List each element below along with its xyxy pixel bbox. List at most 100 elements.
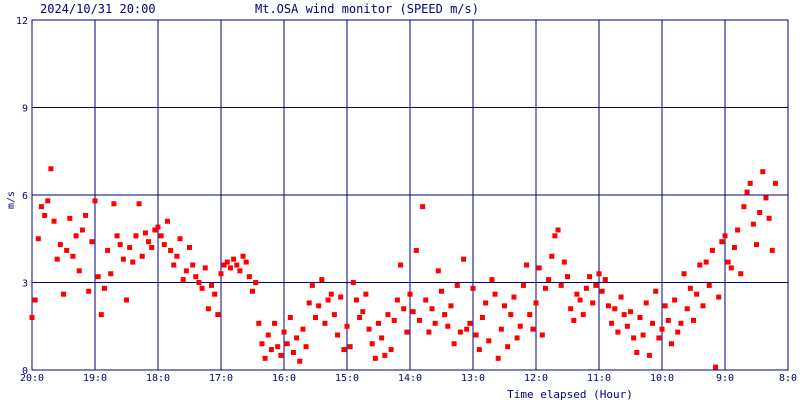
data-point	[347, 344, 353, 350]
data-point	[555, 227, 561, 233]
data-point	[101, 285, 107, 291]
data-point	[561, 259, 567, 265]
data-point	[120, 256, 126, 262]
data-point	[127, 245, 133, 250]
data-point	[489, 277, 495, 283]
data-point	[502, 303, 507, 309]
data-point	[114, 233, 120, 239]
data-point	[363, 291, 369, 297]
data-point	[177, 236, 183, 242]
data-point	[313, 315, 318, 320]
x-tick-label: 13:0	[461, 373, 485, 384]
y-tick-label: 0	[22, 366, 28, 377]
data-point	[678, 320, 684, 326]
data-point	[187, 245, 192, 250]
data-point	[473, 332, 479, 338]
timestamp: 2024/10/31 20:00	[40, 2, 156, 16]
data-point	[432, 320, 438, 326]
data-point	[385, 312, 391, 318]
data-point	[190, 262, 196, 268]
data-point	[306, 300, 312, 306]
data-point	[124, 297, 129, 303]
data-point	[133, 233, 139, 239]
data-point	[709, 247, 715, 253]
x-tick-label: 10:0	[650, 373, 674, 384]
y-tick-label: 3	[22, 279, 28, 290]
data-point	[164, 218, 170, 224]
data-point	[146, 239, 152, 245]
data-point	[640, 332, 646, 338]
data-point	[750, 221, 756, 227]
data-point	[237, 268, 243, 274]
data-point	[331, 312, 337, 318]
y-tick-label: 9	[22, 104, 28, 115]
data-point	[272, 320, 278, 326]
y-axis-label: m/s	[6, 191, 17, 209]
data-point	[653, 288, 659, 294]
data-point	[703, 259, 709, 265]
data-point	[250, 288, 255, 294]
x-tick-label: 18:0	[146, 373, 170, 384]
data-point	[168, 247, 174, 253]
data-point	[697, 262, 703, 268]
data-point	[747, 180, 753, 186]
data-point	[407, 291, 413, 297]
data-point	[621, 312, 627, 318]
data-point	[656, 335, 662, 341]
data-point	[136, 201, 142, 207]
data-point	[328, 291, 334, 297]
x-tick-label: 14:0	[398, 373, 422, 384]
data-point	[297, 358, 303, 364]
data-point	[35, 236, 41, 242]
data-point	[45, 198, 51, 204]
data-point	[445, 323, 451, 329]
data-point	[527, 312, 533, 318]
data-point	[202, 265, 208, 271]
data-point	[605, 303, 611, 309]
data-point	[668, 341, 674, 347]
data-point	[628, 309, 633, 315]
data-point	[152, 227, 158, 233]
data-point	[158, 233, 164, 239]
data-point	[568, 306, 574, 312]
data-point	[193, 274, 199, 280]
data-point	[67, 215, 73, 221]
data-point	[394, 297, 400, 303]
x-tick-label: 16:0	[272, 373, 296, 384]
data-point	[142, 230, 148, 236]
data-point	[681, 271, 687, 277]
data-point	[609, 320, 615, 326]
data-point	[552, 233, 558, 239]
data-point	[624, 323, 630, 329]
data-point	[725, 259, 731, 265]
data-point	[322, 320, 328, 326]
data-point	[524, 262, 530, 268]
data-point	[398, 262, 404, 268]
data-point	[728, 265, 734, 271]
data-point	[61, 291, 66, 297]
x-tick-label: 15:0	[335, 373, 359, 384]
data-point	[278, 352, 284, 358]
data-point	[379, 335, 385, 341]
data-point	[64, 247, 70, 253]
data-point	[218, 271, 224, 277]
data-point	[533, 300, 539, 306]
data-point	[546, 277, 552, 283]
y-tick-label: 12	[16, 16, 28, 27]
data-point	[70, 253, 76, 259]
data-point	[79, 227, 85, 233]
data-point	[479, 315, 485, 320]
data-point	[754, 242, 759, 248]
data-point	[98, 312, 104, 318]
data-point	[265, 332, 271, 338]
data-point	[744, 189, 750, 195]
data-point	[391, 317, 397, 323]
data-point	[772, 180, 778, 186]
data-point	[262, 355, 268, 361]
data-point	[423, 297, 429, 303]
data-point	[54, 256, 60, 262]
x-tick-label: 12:0	[524, 373, 548, 384]
data-point	[442, 312, 448, 318]
data-point	[435, 268, 441, 274]
